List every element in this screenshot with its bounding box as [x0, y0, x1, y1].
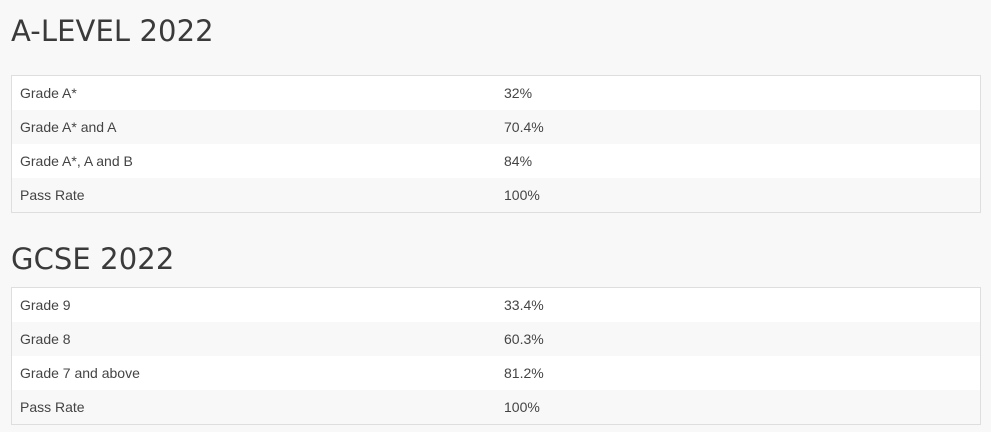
table-row: Grade A* and A 70.4% — [11, 110, 981, 144]
row-label: Grade A*, A and B — [11, 144, 496, 178]
a-level-results-table: Grade A* 32% Grade A* and A 70.4% Grade … — [11, 75, 981, 213]
row-label: Grade 8 — [11, 322, 496, 356]
table-row: Grade 7 and above 81.2% — [11, 356, 981, 390]
row-label: Grade A* — [11, 75, 496, 110]
row-label: Grade A* and A — [11, 110, 496, 144]
row-value: 84% — [496, 144, 981, 178]
table-row: Pass Rate 100% — [11, 390, 981, 425]
row-value: 100% — [496, 390, 981, 425]
row-value: 33.4% — [496, 287, 981, 322]
table-row: Pass Rate 100% — [11, 178, 981, 213]
row-label: Pass Rate — [11, 178, 496, 213]
table-row: Grade A* 32% — [11, 75, 981, 110]
row-value: 100% — [496, 178, 981, 213]
gcse-section-title: GCSE 2022 — [11, 242, 175, 276]
row-value: 70.4% — [496, 110, 981, 144]
a-level-section-title: A-LEVEL 2022 — [11, 14, 214, 48]
row-label: Grade 9 — [11, 287, 496, 322]
row-value: 60.3% — [496, 322, 981, 356]
row-value: 32% — [496, 75, 981, 110]
row-label: Pass Rate — [11, 390, 496, 425]
table-row: Grade 9 33.4% — [11, 287, 981, 322]
gcse-results-table: Grade 9 33.4% Grade 8 60.3% Grade 7 and … — [11, 287, 981, 425]
table-row: Grade 8 60.3% — [11, 322, 981, 356]
table-row: Grade A*, A and B 84% — [11, 144, 981, 178]
row-label: Grade 7 and above — [11, 356, 496, 390]
row-value: 81.2% — [496, 356, 981, 390]
